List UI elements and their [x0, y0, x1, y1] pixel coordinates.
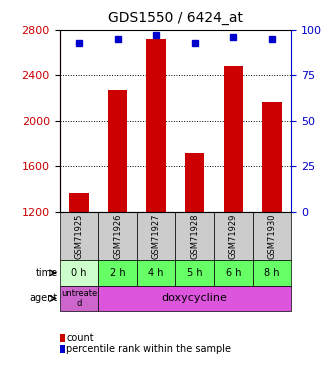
FancyBboxPatch shape	[137, 260, 175, 286]
Text: 4 h: 4 h	[148, 268, 164, 278]
Text: untreate
d: untreate d	[61, 289, 97, 308]
Text: GSM71926: GSM71926	[113, 213, 122, 259]
Text: percentile rank within the sample: percentile rank within the sample	[66, 344, 231, 354]
Text: 5 h: 5 h	[187, 268, 203, 278]
FancyBboxPatch shape	[253, 260, 291, 286]
FancyBboxPatch shape	[60, 286, 98, 311]
FancyBboxPatch shape	[98, 286, 291, 311]
Bar	[108, 90, 127, 212]
Text: time: time	[35, 268, 58, 278]
Text: GSM71928: GSM71928	[190, 213, 199, 259]
FancyBboxPatch shape	[175, 212, 214, 260]
Text: agent: agent	[29, 294, 58, 303]
FancyBboxPatch shape	[175, 260, 214, 286]
Text: 2 h: 2 h	[110, 268, 125, 278]
Text: 8 h: 8 h	[264, 268, 280, 278]
Bar	[262, 102, 282, 212]
FancyBboxPatch shape	[60, 212, 98, 260]
Bar	[69, 192, 88, 212]
Bar	[224, 66, 243, 212]
Text: doxycycline: doxycycline	[162, 294, 228, 303]
Text: GDS1550 / 6424_at: GDS1550 / 6424_at	[108, 11, 243, 25]
FancyBboxPatch shape	[98, 212, 137, 260]
FancyBboxPatch shape	[98, 260, 137, 286]
Text: GSM71927: GSM71927	[152, 213, 161, 259]
FancyBboxPatch shape	[253, 212, 291, 260]
Bar	[146, 39, 166, 212]
Text: GSM71929: GSM71929	[229, 213, 238, 259]
FancyBboxPatch shape	[60, 260, 98, 286]
Bar	[185, 153, 204, 212]
FancyBboxPatch shape	[137, 212, 175, 260]
Text: GSM71925: GSM71925	[74, 213, 83, 259]
Text: 0 h: 0 h	[71, 268, 87, 278]
FancyBboxPatch shape	[214, 212, 253, 260]
Text: 6 h: 6 h	[226, 268, 241, 278]
FancyBboxPatch shape	[214, 260, 253, 286]
Text: count: count	[66, 333, 94, 343]
Text: GSM71930: GSM71930	[267, 213, 276, 259]
